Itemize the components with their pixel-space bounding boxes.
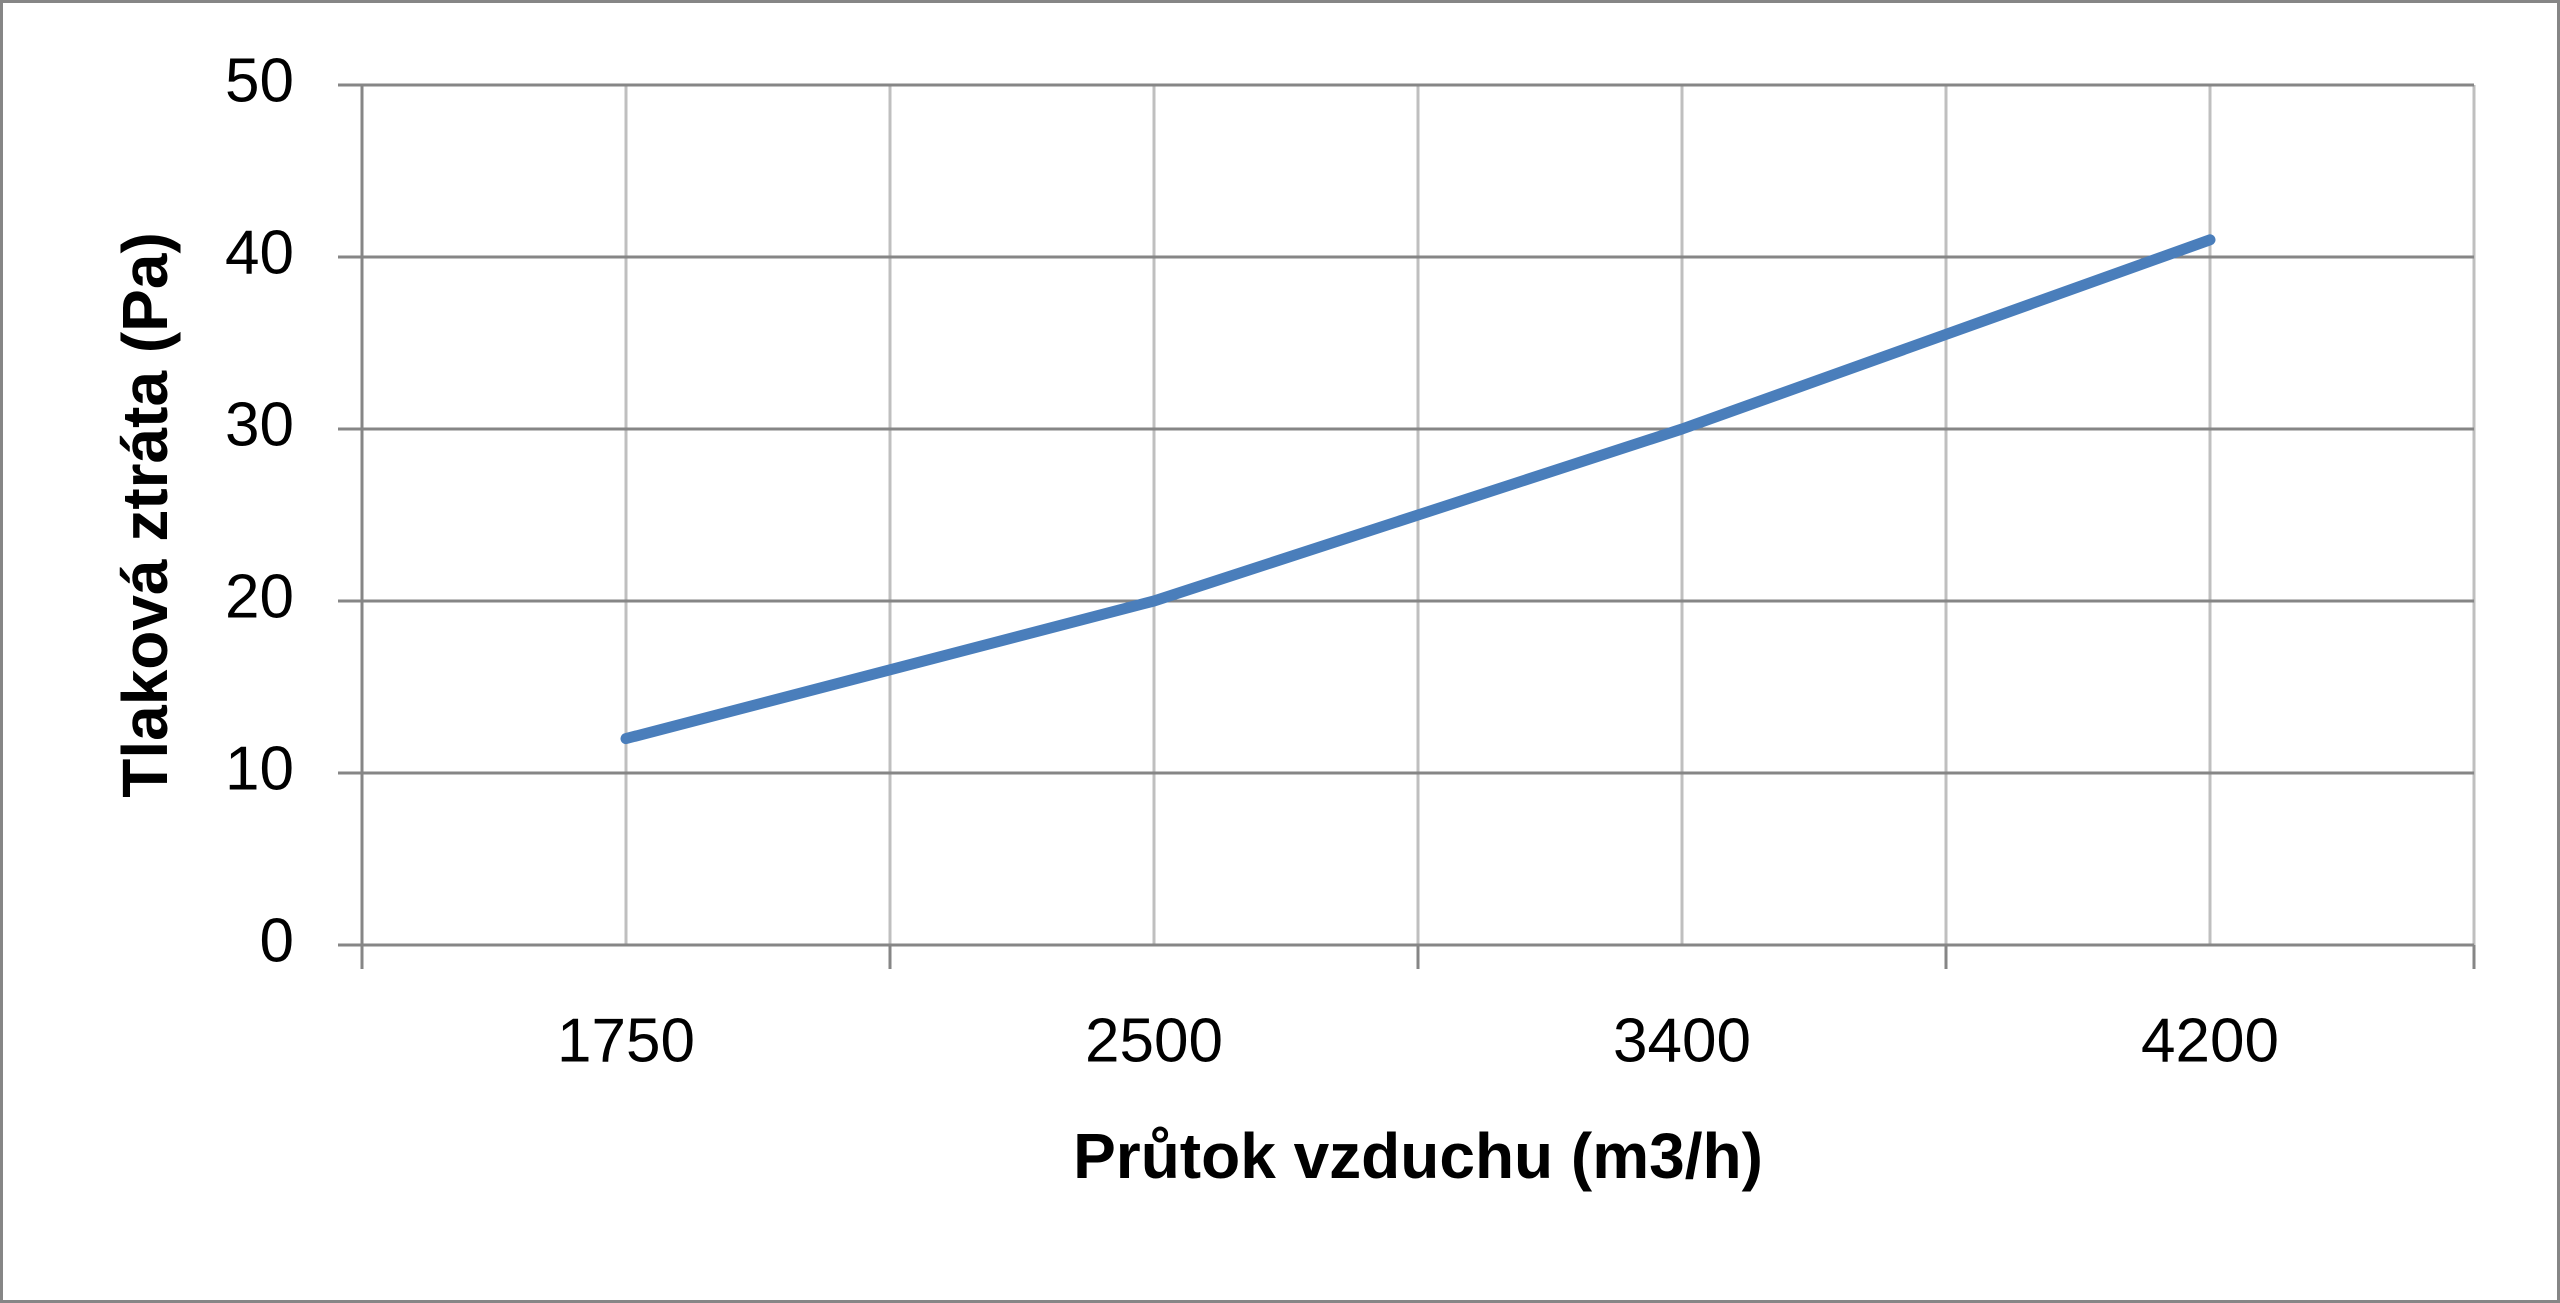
x-tick-label: 4200 <box>2141 1006 2279 1075</box>
data-line <box>620 234 2216 745</box>
y-tick-label: 50 <box>225 46 294 115</box>
x-tick-label: 2500 <box>1085 1006 1223 1075</box>
x-tick-label: 1750 <box>557 1006 695 1075</box>
x-tick-label: 3400 <box>1613 1006 1751 1075</box>
y-axis-title: Tlaková ztráta (Pa) <box>109 232 181 798</box>
y-tick-label: 30 <box>225 390 294 459</box>
y-tick-label: 20 <box>225 562 294 631</box>
y-tick-label: 10 <box>225 734 294 803</box>
x-axis-title: Průtok vzduchu (m3/h) <box>1073 1120 1763 1192</box>
y-tick-label: 0 <box>260 906 294 975</box>
y-tick-label: 40 <box>225 218 294 287</box>
